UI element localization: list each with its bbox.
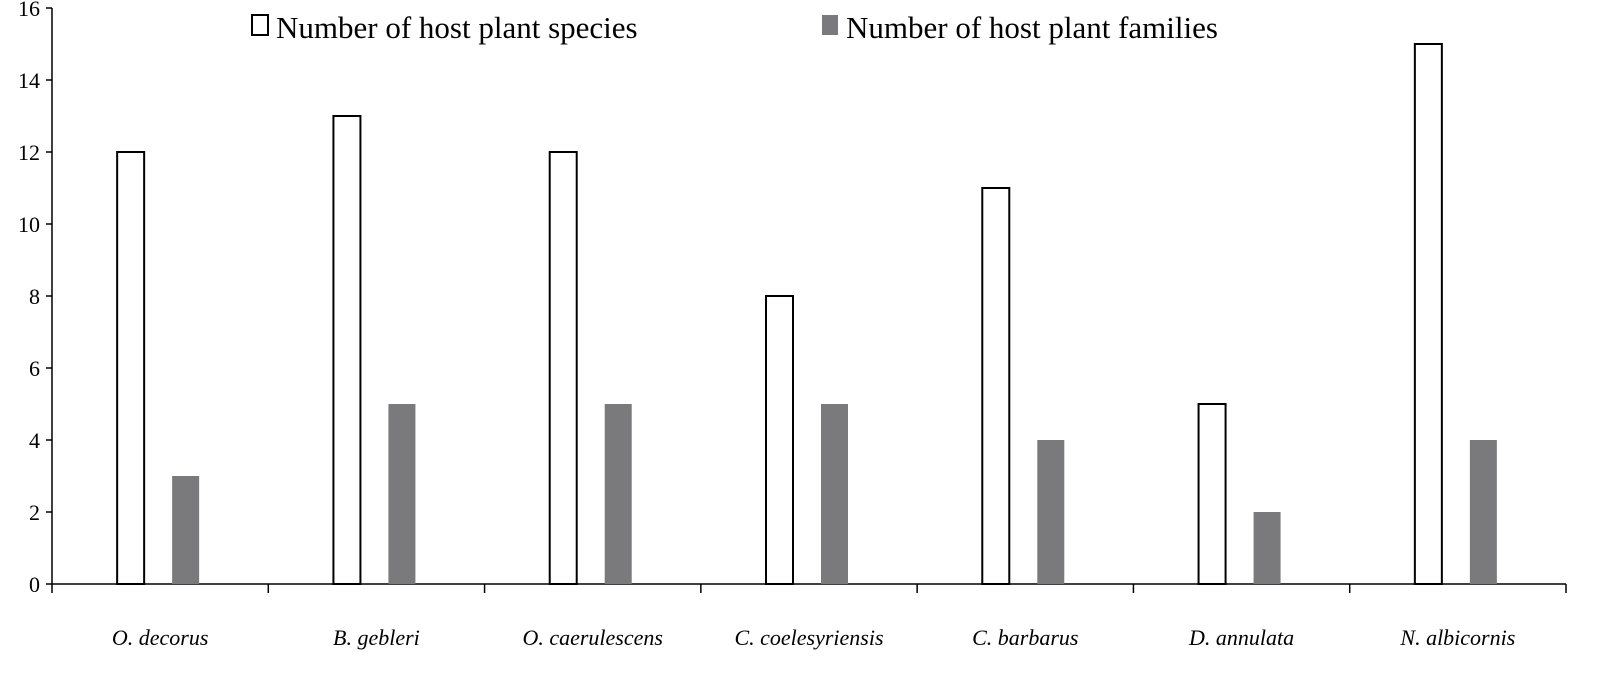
y-tick-label: 12	[18, 140, 40, 165]
y-tick-label: 10	[18, 212, 40, 237]
bar-host-plant-species	[332, 115, 362, 585]
y-tick-label: 8	[29, 284, 40, 309]
bar-host-plant-families	[1469, 440, 1497, 584]
x-category-label: O. decorus	[112, 625, 209, 650]
legend-swatch	[251, 14, 269, 36]
y-tick-label: 16	[18, 0, 40, 21]
bar-host-plant-species	[1413, 43, 1443, 585]
y-tick-label: 6	[29, 356, 40, 381]
bar-host-plant-families	[172, 476, 200, 584]
bar-host-plant-families	[388, 404, 416, 584]
bar-host-plant-species	[765, 295, 794, 585]
y-tick-label: 4	[29, 428, 40, 453]
bars	[116, 43, 1497, 585]
bar-host-plant-families	[604, 404, 632, 584]
bar-host-plant-families	[1037, 440, 1065, 584]
bar-host-plant-species	[116, 151, 146, 585]
x-category-label: D. annulata	[1188, 625, 1294, 650]
bar-host-plant-species	[1197, 403, 1227, 585]
bar-host-plant-species	[981, 187, 1011, 585]
legend-label: Number of host plant families	[846, 10, 1218, 45]
axes: 0 2 4 6 8 10 12 14 16 O. decorus B. gebleri O. caer…	[18, 0, 1567, 650]
x-category-label: O. caerulescens	[522, 625, 663, 650]
bar-host-plant-families	[1253, 512, 1281, 584]
legend-swatch	[822, 15, 838, 35]
x-category-label: B. gebleri	[333, 625, 420, 650]
y-tick-label: 2	[29, 500, 40, 525]
x-category-label: C. coelesyriensis	[734, 625, 883, 650]
x-category-label: C. barbarus	[972, 625, 1078, 650]
legend-label: Number of host plant species	[276, 10, 638, 45]
bar-host-plant-species	[548, 151, 578, 585]
bar-host-plant-families	[821, 404, 848, 584]
legend: Number of host plant species Number of ho…	[251, 10, 1218, 45]
y-tick-label: 14	[18, 68, 40, 93]
y-tick-label: 0	[29, 572, 40, 597]
x-category-label: N. albicornis	[1399, 625, 1515, 650]
